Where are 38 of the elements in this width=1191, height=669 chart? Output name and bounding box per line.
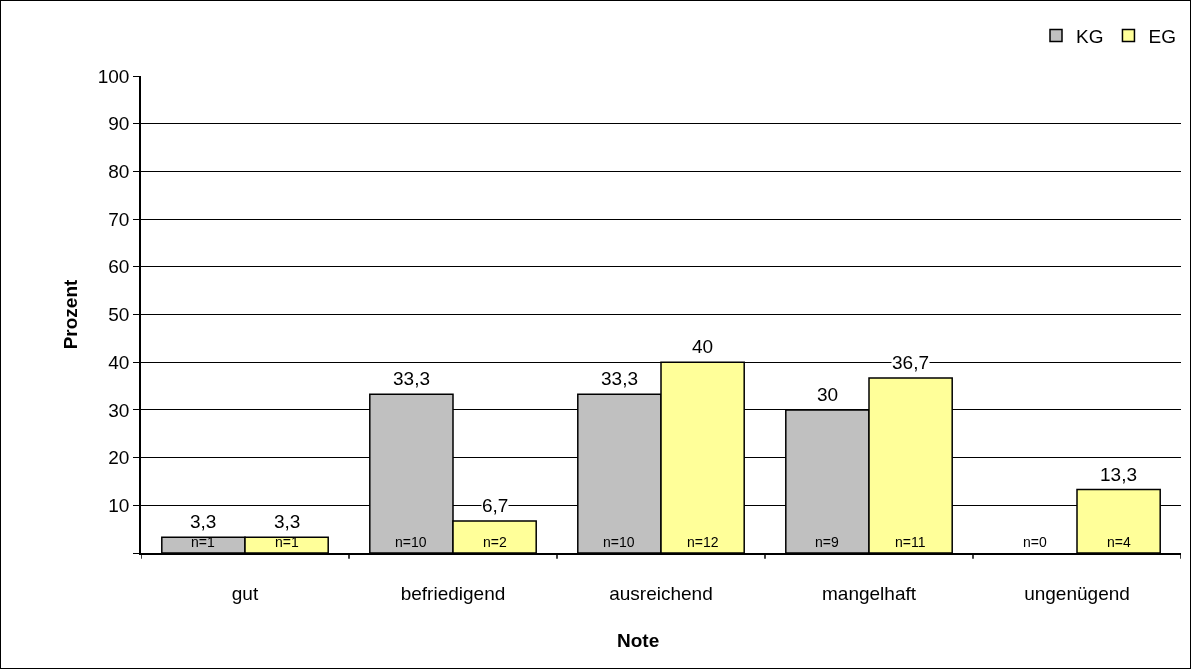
y-tick-label: 100 xyxy=(97,65,130,87)
data-label: 36,7 xyxy=(892,352,929,373)
data-label: 40 xyxy=(692,336,714,357)
data-label: 33,3 xyxy=(601,368,638,389)
x-tick-label: befriedigend xyxy=(400,582,506,604)
legend-label: KG xyxy=(1076,25,1104,47)
y-tick-label: 70 xyxy=(108,208,130,230)
annotation: n=12 xyxy=(687,534,719,550)
data-label: 13,3 xyxy=(1100,464,1137,485)
x-tick-label: gut xyxy=(231,582,259,604)
y-tick-label: 40 xyxy=(108,351,130,373)
y-tick-label: 20 xyxy=(108,447,130,469)
data-label: 3,3 xyxy=(190,511,217,532)
x-axis-title: Note xyxy=(617,630,660,651)
annotation: n=11 xyxy=(895,534,926,550)
annotation: n=9 xyxy=(815,534,839,550)
annotation: n=1 xyxy=(191,534,215,550)
y-tick-label: 10 xyxy=(108,494,130,516)
y-tick-label: 90 xyxy=(108,113,130,135)
annotation: n=2 xyxy=(483,534,507,550)
y-axis-title: Prozent xyxy=(60,279,82,350)
x-tick-label: ungenügend xyxy=(1024,582,1130,604)
data-label: 6,7 xyxy=(482,495,509,516)
y-tick-label: 60 xyxy=(108,256,130,278)
y-tick-label: 80 xyxy=(108,161,130,183)
annotation: n=0 xyxy=(1023,534,1047,550)
x-tick-label: mangelhaft xyxy=(821,582,917,604)
legend-label: EG xyxy=(1148,25,1176,47)
y-tick-label: 50 xyxy=(108,304,130,326)
annotation: n=10 xyxy=(395,534,427,550)
annotation: n=4 xyxy=(1107,534,1131,550)
data-label: 3,3 xyxy=(274,511,301,532)
data-label: 33,3 xyxy=(393,368,430,389)
x-tick-label: ausreichend xyxy=(609,582,713,604)
annotation: n=10 xyxy=(603,534,635,550)
annotation: n=1 xyxy=(275,534,299,550)
data-label: 30 xyxy=(817,384,839,405)
y-tick-label: 30 xyxy=(108,399,130,421)
